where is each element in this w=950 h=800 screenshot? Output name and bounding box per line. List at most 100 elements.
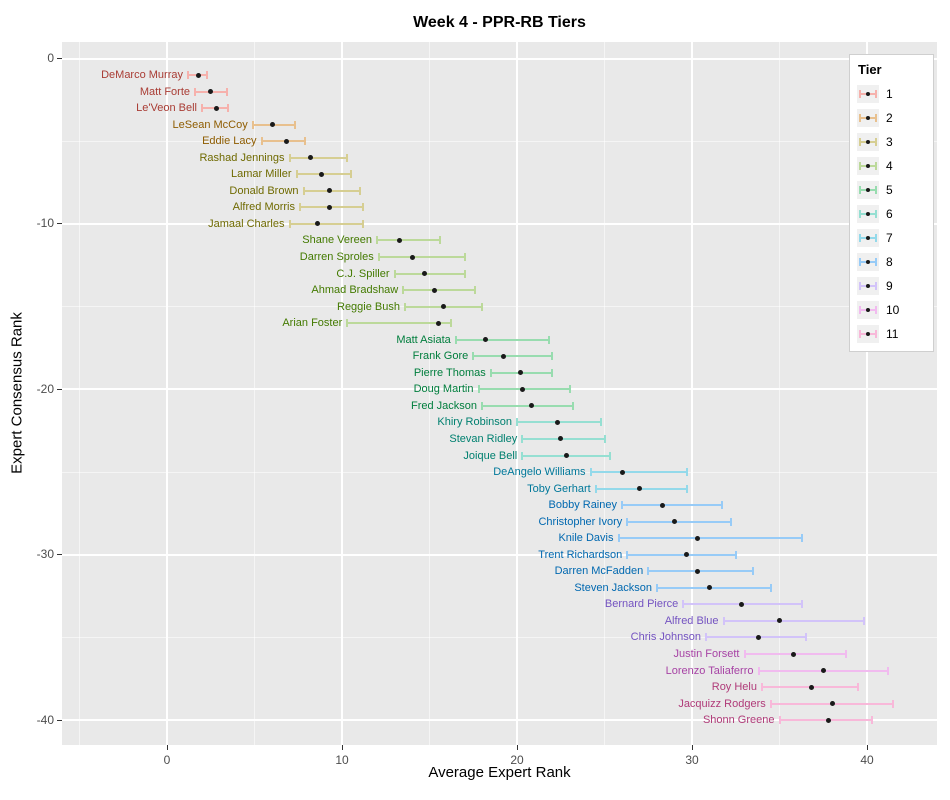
legend: Tier 1 2 3 4 5 6 7 8 9 10 11 bbox=[849, 54, 934, 352]
legend-entry-label: 3 bbox=[886, 135, 893, 149]
legend-key-cap-left bbox=[859, 114, 861, 122]
major-gridline-x bbox=[866, 42, 868, 745]
data-point bbox=[315, 221, 320, 227]
data-point bbox=[409, 254, 415, 260]
major-gridline-x bbox=[516, 42, 518, 745]
x-axis-title: Average Expert Rank bbox=[428, 764, 571, 781]
error-bar-cap-right bbox=[568, 385, 571, 394]
player-label: DeMarco Murray bbox=[101, 69, 183, 82]
player-label: Shane Vereen bbox=[302, 234, 372, 247]
error-bar bbox=[590, 471, 687, 474]
error-bar bbox=[622, 504, 722, 507]
major-gridline-y bbox=[62, 553, 937, 556]
player-label: Matt Forte bbox=[139, 85, 190, 98]
data-point bbox=[421, 271, 427, 277]
y-tick-mark bbox=[57, 554, 62, 556]
player-label: Alfred Morris bbox=[232, 201, 295, 214]
legend-key-cap-left bbox=[859, 234, 861, 242]
data-point bbox=[554, 419, 560, 425]
player-label: Roy Helu bbox=[711, 681, 757, 694]
y-tick-label: -10 bbox=[36, 216, 54, 231]
data-point bbox=[269, 122, 275, 128]
player-label: Joique Bell bbox=[463, 449, 518, 462]
error-bar-cap-right bbox=[547, 335, 550, 344]
legend-key-cap-right bbox=[875, 234, 877, 242]
data-point bbox=[684, 552, 690, 558]
error-bar-cap-right bbox=[720, 501, 723, 510]
error-bar-cap-right bbox=[449, 319, 452, 328]
data-point bbox=[308, 155, 313, 161]
data-point bbox=[318, 171, 324, 177]
error-bar-cap-left bbox=[656, 583, 658, 592]
data-point bbox=[738, 601, 744, 607]
error-bar bbox=[627, 553, 736, 556]
error-bar-cap-right bbox=[845, 650, 847, 659]
error-bar-cap-right bbox=[474, 286, 476, 295]
error-bar-cap-left bbox=[288, 219, 291, 228]
legend-entry-label: 5 bbox=[886, 183, 893, 197]
legend-entry-label: 1 bbox=[886, 87, 893, 101]
error-bar-cap-right bbox=[304, 137, 307, 146]
data-point bbox=[441, 304, 446, 310]
player-label: Eddie Lacy bbox=[202, 135, 257, 148]
error-bar-cap-right bbox=[362, 219, 364, 228]
player-label: Darren McFadden bbox=[554, 565, 644, 578]
major-gridline-y bbox=[62, 719, 937, 722]
legend-entry: 8 bbox=[857, 250, 933, 274]
legend-key bbox=[857, 205, 879, 223]
error-bar-cap-left bbox=[621, 501, 623, 510]
data-point bbox=[694, 535, 700, 541]
error-bar bbox=[648, 570, 754, 573]
player-label: Ahmad Bradshaw bbox=[311, 284, 399, 297]
data-point bbox=[327, 188, 333, 194]
player-label: Darren Sproles bbox=[299, 251, 374, 264]
error-bar bbox=[261, 140, 306, 143]
error-bar-cap-right bbox=[608, 451, 611, 460]
x-tick-label: 20 bbox=[510, 753, 524, 767]
legend-key-cap-right bbox=[875, 330, 877, 338]
error-bar bbox=[377, 239, 440, 242]
error-bar-cap-left bbox=[778, 716, 781, 725]
data-point bbox=[435, 320, 441, 326]
y-tick-mark bbox=[57, 223, 62, 225]
legend-key-cap-right bbox=[875, 162, 877, 170]
x-tick-mark bbox=[341, 745, 343, 750]
legend-entry-label: 4 bbox=[886, 159, 893, 173]
x-tick-label: 10 bbox=[335, 753, 349, 767]
legend-key-cap-left bbox=[859, 258, 861, 266]
minor-gridline-x bbox=[254, 42, 255, 745]
data-point bbox=[707, 585, 712, 591]
legend-entry-label: 8 bbox=[886, 255, 893, 269]
player-label: Chris Johnson bbox=[630, 631, 701, 644]
data-point bbox=[528, 403, 534, 409]
legend-key-dot bbox=[866, 188, 870, 192]
error-bar-cap-left bbox=[393, 269, 396, 278]
player-label: Matt Asiata bbox=[396, 333, 451, 346]
error-bar-cap-right bbox=[729, 517, 732, 526]
legend-key-dot bbox=[866, 164, 870, 168]
legend-key bbox=[857, 277, 879, 295]
plot-panel: DeMarco Murray Matt Forte Le'Veon Bell LeSe… bbox=[62, 42, 937, 745]
legend-key-dot bbox=[866, 140, 870, 144]
error-bar bbox=[455, 338, 549, 341]
data-point bbox=[558, 436, 564, 442]
legend-key bbox=[857, 157, 879, 175]
error-bar-cap-left bbox=[589, 468, 592, 477]
player-label: Alfred Blue bbox=[664, 614, 719, 627]
data-point bbox=[432, 287, 438, 293]
player-label: Justin Forsett bbox=[673, 648, 740, 661]
error-bar-cap-right bbox=[481, 302, 483, 311]
legend-entry: 3 bbox=[857, 130, 933, 154]
y-tick-mark bbox=[57, 58, 62, 60]
y-axis-title: Expert Consensus Rank bbox=[8, 312, 26, 474]
minor-gridline-x bbox=[604, 42, 605, 745]
player-label: Shonn Greene bbox=[702, 714, 775, 727]
error-bar-cap-right bbox=[206, 71, 209, 80]
error-bar-cap-left bbox=[402, 286, 405, 295]
error-bar-cap-right bbox=[358, 186, 361, 195]
error-bar bbox=[403, 289, 475, 292]
error-bar-cap-right bbox=[362, 203, 364, 212]
minor-gridline-y bbox=[62, 306, 937, 308]
x-tick-mark bbox=[166, 745, 168, 750]
